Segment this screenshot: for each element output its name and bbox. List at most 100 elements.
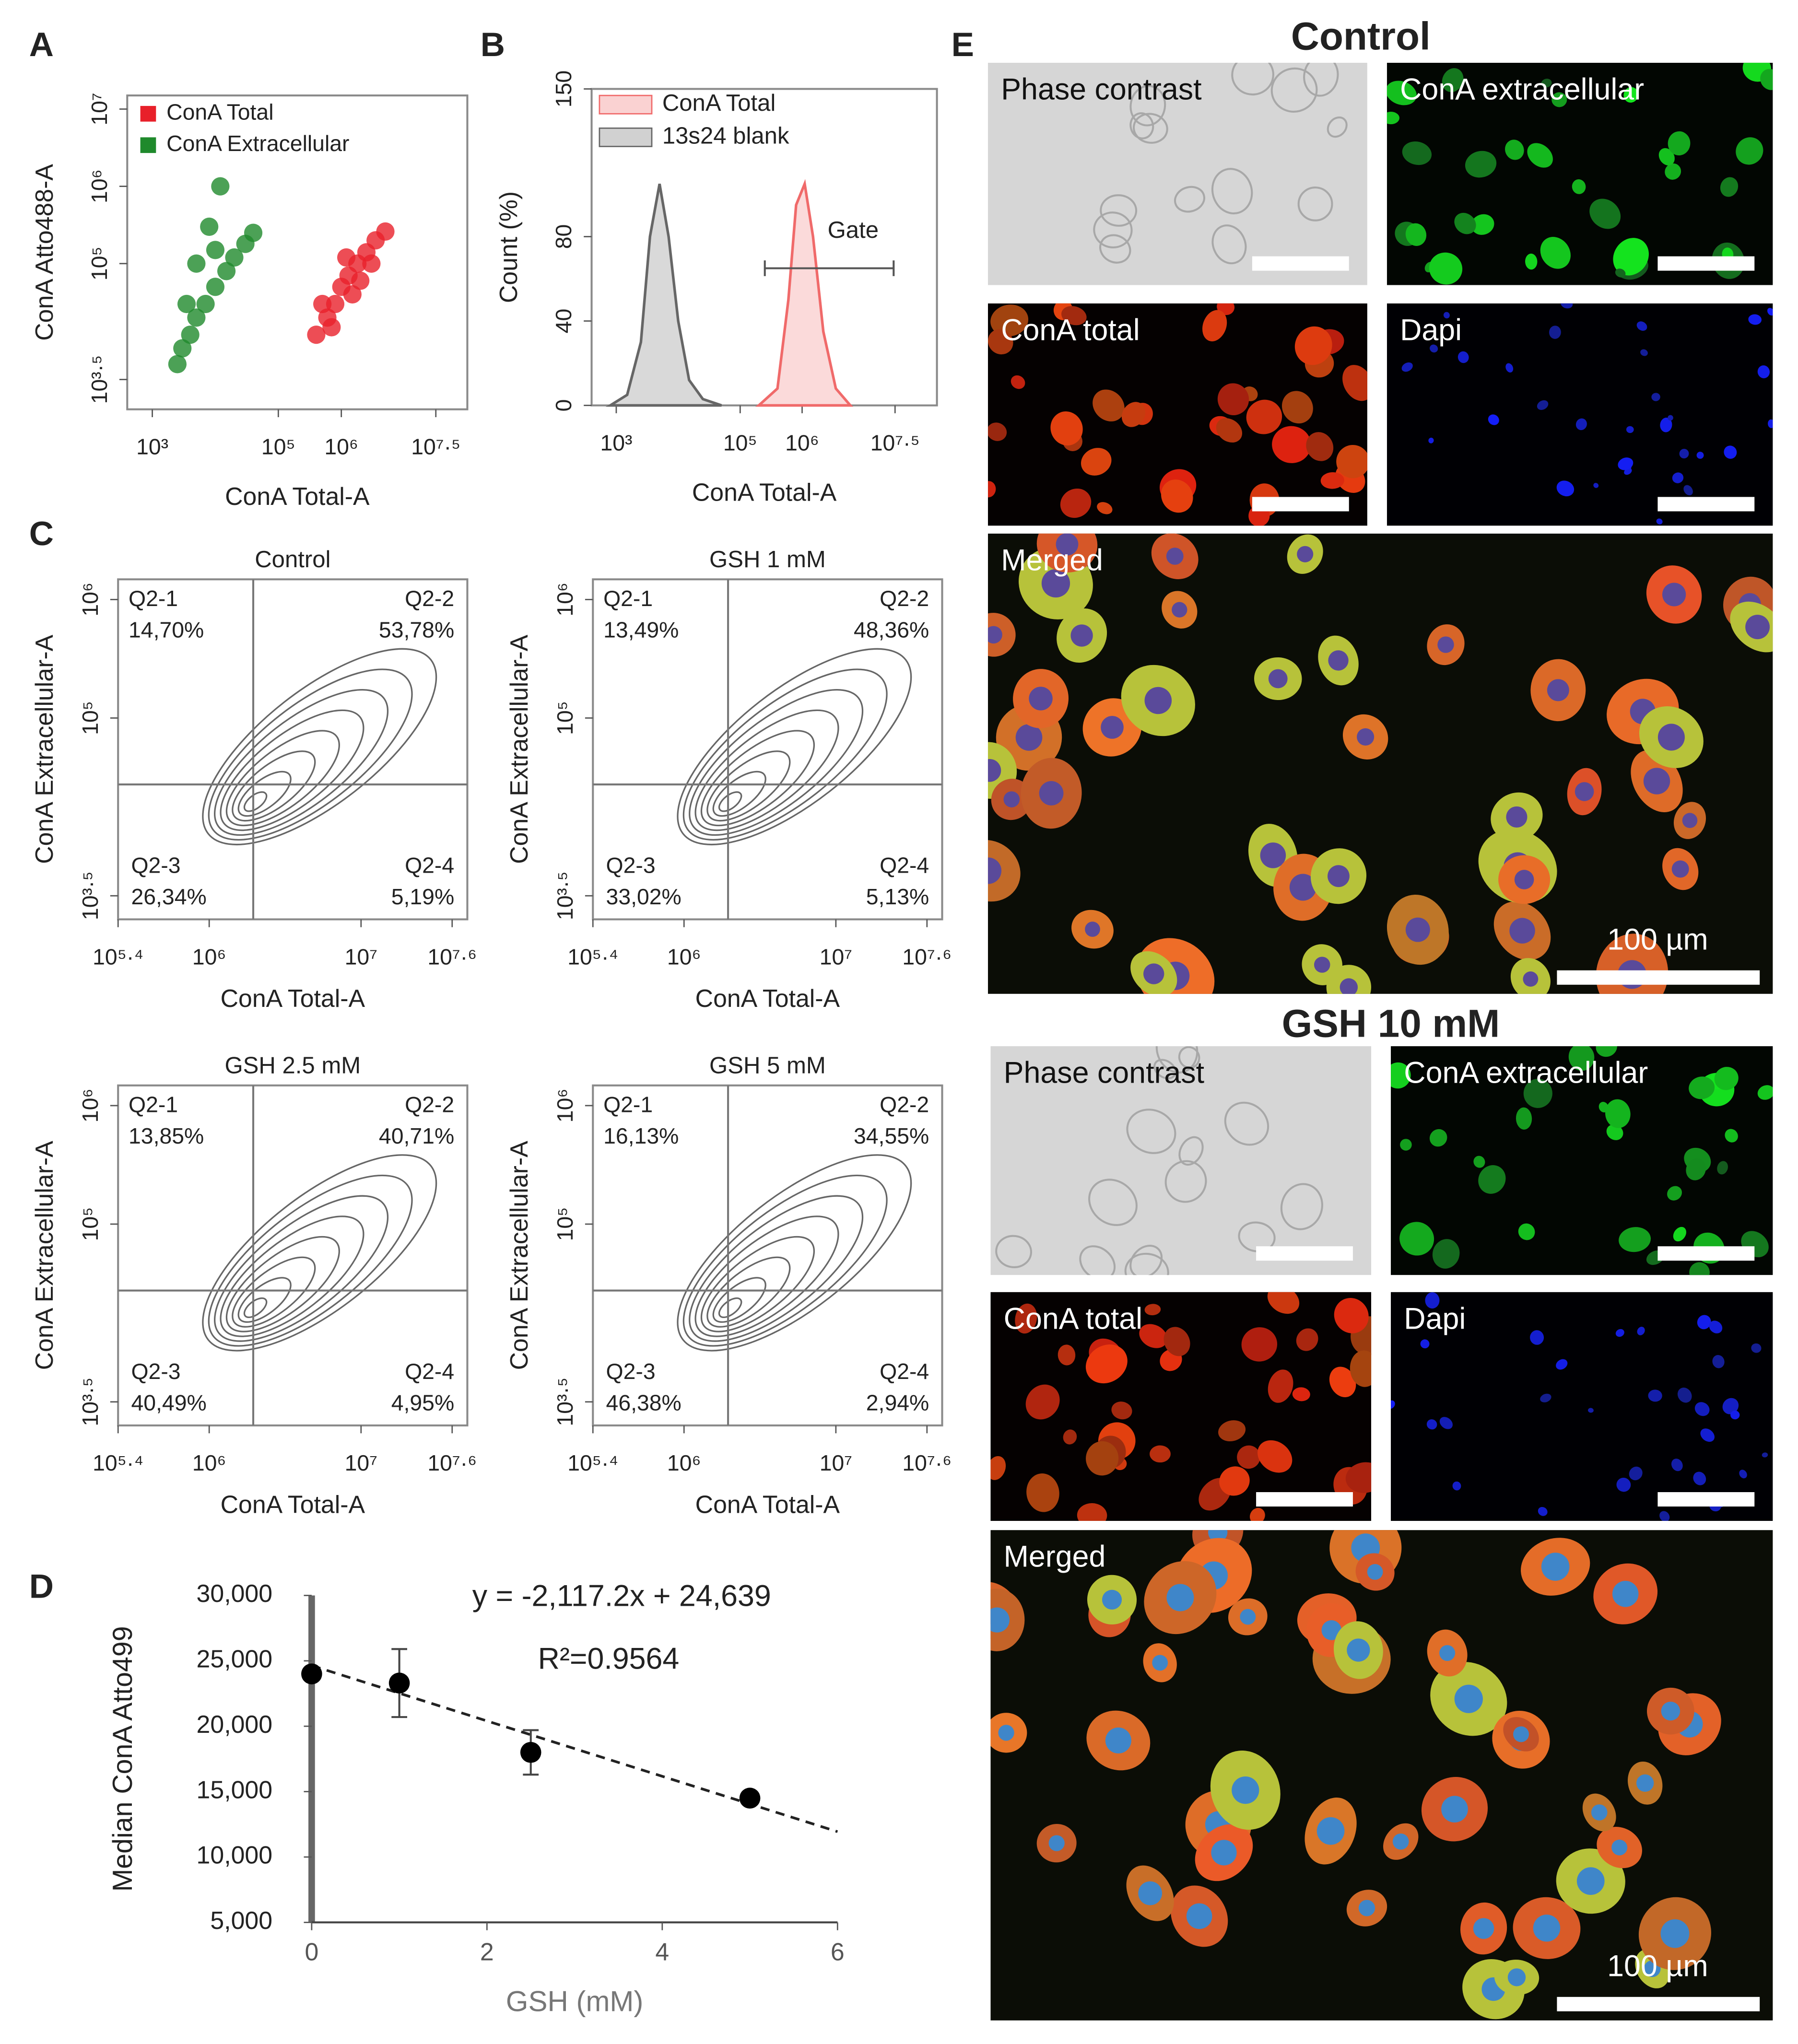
cell (1673, 1226, 1687, 1242)
cell (1739, 1470, 1747, 1479)
scatter-point (343, 285, 362, 304)
micrograph-label: Merged (1001, 543, 1103, 577)
cell (1126, 1109, 1176, 1154)
density-contour (700, 730, 815, 827)
cell (1391, 1062, 1411, 1089)
quadrant-percent: 14,70% (129, 618, 204, 642)
cell (1683, 485, 1693, 496)
y-tick-label: 10³·⁵ (78, 871, 103, 920)
cell (1296, 1328, 1318, 1351)
y-tick-label: 10³·⁵ (552, 871, 577, 920)
cell (1478, 1165, 1506, 1194)
cell (1058, 1344, 1076, 1366)
scatter-point (187, 308, 206, 327)
chart-title: GSH 1 mM (709, 547, 826, 572)
nucleus (987, 759, 1001, 782)
scatter-point (326, 294, 345, 314)
micrograph (987, 533, 1773, 994)
x-tick-label: 10⁷·⁶ (427, 1450, 477, 1475)
quadrant-name: Q2-1 (129, 586, 178, 611)
cell (1297, 187, 1333, 222)
group-title: Control (1291, 14, 1431, 58)
micrograph (987, 303, 1367, 526)
cell (1420, 1339, 1430, 1349)
nucleus (1328, 865, 1350, 888)
nucleus (1437, 636, 1454, 653)
x-tick-label: 10⁷·⁶ (902, 1450, 952, 1475)
cell (1161, 479, 1193, 513)
nucleus (1358, 1900, 1375, 1916)
density-contour (237, 1277, 292, 1323)
trend-equation: y = -2,117.2x + 24,639 (472, 1579, 771, 1613)
cell (1267, 1292, 1300, 1314)
quadrant-percent: 48,36% (854, 618, 929, 642)
cell (1077, 1503, 1107, 1521)
x-axis-label: ConA Total-A (221, 1491, 365, 1518)
quadrant-name: Q2-3 (606, 853, 656, 878)
y-tick-label: 10⁵ (78, 701, 103, 735)
micrograph (1387, 62, 1773, 285)
density-contour (718, 791, 742, 812)
gate-label: Gate (828, 217, 879, 243)
density-contour (220, 1215, 364, 1337)
x-tick-label: 10⁷ (345, 1450, 377, 1475)
y-tick-label: 20,000 (197, 1710, 272, 1738)
scatter-point (376, 222, 395, 241)
cell (1097, 502, 1113, 514)
micrograph (1387, 303, 1773, 526)
cell (1454, 212, 1476, 234)
quadrant-percent: 33,02% (606, 884, 682, 909)
quadrant-name: Q2-3 (606, 1359, 656, 1384)
x-tick-label: 0 (305, 1938, 318, 1965)
nucleus (1056, 533, 1079, 556)
cell (1736, 137, 1763, 165)
y-tick-label: 10⁵ (78, 1207, 103, 1241)
nucleus (987, 857, 1002, 884)
micrograph-bg (1387, 62, 1773, 285)
y-tick-label: 10⁷ (87, 93, 112, 125)
cell (1231, 62, 1274, 96)
y-axis-label: Count (%) (494, 191, 522, 303)
cell (1060, 488, 1092, 518)
nucleus (1439, 1645, 1456, 1661)
scatter-point (244, 223, 263, 242)
cell (1730, 1410, 1740, 1420)
cell (1342, 365, 1367, 401)
cell (1677, 1387, 1692, 1403)
cell (1549, 326, 1561, 339)
cell (1623, 87, 1638, 103)
quadrant-name: Q2-1 (603, 1092, 653, 1117)
quadrant-name: Q2-4 (405, 853, 454, 878)
quadrant-percent: 40,49% (131, 1390, 206, 1415)
r-squared: R²=0.9564 (538, 1642, 680, 1675)
cell (1659, 1511, 1670, 1521)
legend-swatch (599, 94, 653, 115)
nucleus (987, 626, 1002, 644)
cell (1079, 1245, 1116, 1275)
nucleus (1405, 917, 1430, 942)
chart-title: GSH 2.5 mM (225, 1053, 361, 1079)
plot-frame (592, 1084, 943, 1426)
cell (1425, 1292, 1440, 1309)
nucleus (1143, 963, 1164, 984)
cell (1656, 518, 1663, 525)
x-tick-label: 10⁵·⁴ (567, 944, 618, 969)
cell (1129, 112, 1154, 140)
nucleus (1612, 1581, 1639, 1607)
density-contour (208, 1174, 413, 1347)
cell (1292, 1387, 1310, 1402)
density-contour (220, 709, 364, 831)
cell (1593, 483, 1599, 488)
legend-label: ConA Extracellular (166, 131, 349, 156)
density-contour (243, 791, 268, 812)
quadrant-name: Q2-4 (405, 1359, 454, 1384)
cell (1219, 1466, 1250, 1496)
x-tick-label: 10³ (136, 434, 168, 459)
density-contour (694, 709, 839, 831)
nucleus (1745, 615, 1770, 640)
legend-swatch (140, 105, 156, 122)
nucleus (1661, 1701, 1680, 1721)
cell (1626, 426, 1634, 433)
x-tick-label: 10⁵·⁴ (567, 1450, 618, 1475)
cell (1345, 1462, 1372, 1493)
